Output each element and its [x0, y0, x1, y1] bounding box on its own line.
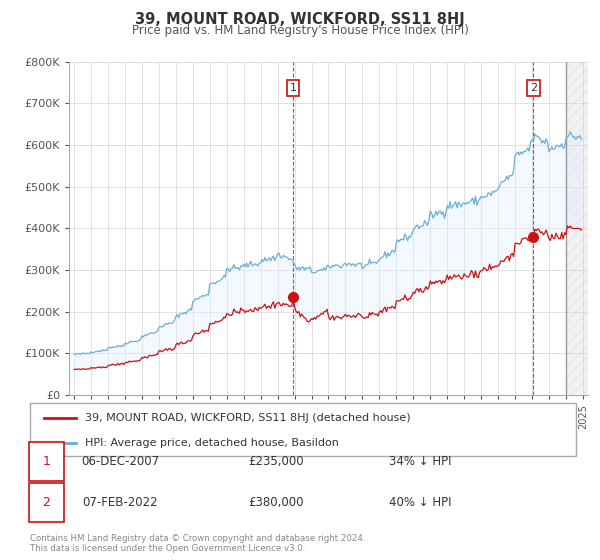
Text: 2: 2 — [43, 496, 50, 509]
Text: 40% ↓ HPI: 40% ↓ HPI — [389, 496, 451, 509]
Text: 39, MOUNT ROAD, WICKFORD, SS11 8HJ (detached house): 39, MOUNT ROAD, WICKFORD, SS11 8HJ (deta… — [85, 413, 410, 423]
Text: 1: 1 — [43, 455, 50, 468]
Bar — [566, 62, 596, 395]
Text: £235,000: £235,000 — [248, 455, 304, 468]
Text: HPI: Average price, detached house, Basildon: HPI: Average price, detached house, Basi… — [85, 438, 338, 448]
Text: 34% ↓ HPI: 34% ↓ HPI — [389, 455, 451, 468]
Text: 1: 1 — [290, 83, 297, 94]
Text: £380,000: £380,000 — [248, 496, 304, 509]
Text: Price paid vs. HM Land Registry's House Price Index (HPI): Price paid vs. HM Land Registry's House … — [131, 24, 469, 37]
Text: 06-DEC-2007: 06-DEC-2007 — [81, 455, 159, 468]
Text: 07-FEB-2022: 07-FEB-2022 — [82, 496, 158, 509]
Text: 2: 2 — [530, 83, 537, 94]
Text: 39, MOUNT ROAD, WICKFORD, SS11 8HJ: 39, MOUNT ROAD, WICKFORD, SS11 8HJ — [135, 12, 465, 27]
Text: Contains HM Land Registry data © Crown copyright and database right 2024.
This d: Contains HM Land Registry data © Crown c… — [30, 534, 365, 553]
